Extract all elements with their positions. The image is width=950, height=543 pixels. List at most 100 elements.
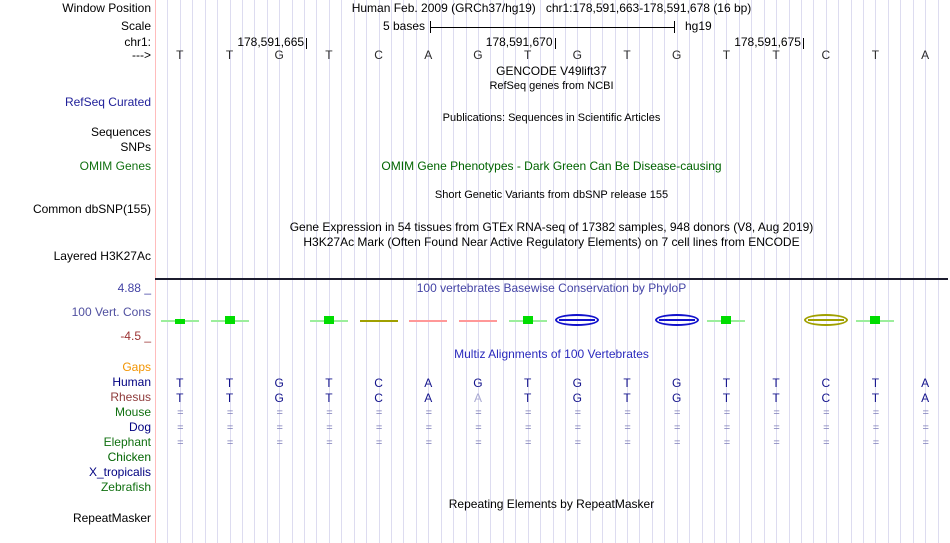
grid-line — [279, 0, 281, 543]
alignment-base-letter: T — [722, 391, 731, 405]
track-label-species-mouse[interactable]: Mouse — [114, 405, 151, 419]
alignment-identity-mark: = — [326, 437, 332, 449]
alignment-identity-mark: = — [475, 422, 481, 434]
alignment-identity-mark: = — [574, 437, 581, 449]
alignment-base-letter: T — [176, 376, 184, 390]
track-label-species-dog[interactable]: Dog — [128, 420, 151, 434]
track-label-species-chicken[interactable]: Chicken — [107, 450, 151, 464]
alignment-identity-mark: = — [177, 422, 183, 434]
grid-line — [763, 0, 765, 543]
grid-line — [564, 0, 566, 543]
scale-label: Scale — [120, 19, 151, 33]
alignment-identity-mark: = — [326, 407, 332, 419]
grid-line — [813, 0, 815, 543]
track-title-refseq[interactable]: RefSeq genes from NCBI — [489, 80, 614, 92]
phylop-square — [174, 319, 185, 324]
coordinate-number: 178,591,670 — [485, 35, 553, 49]
alignment-identity-mark: = — [922, 437, 928, 449]
coordinate-tick — [306, 38, 308, 49]
alignment-base-letter: A — [921, 376, 930, 390]
track-label-snps[interactable]: SNPs — [120, 140, 151, 154]
scale-ruler-left-tick — [430, 21, 431, 33]
track-label-repeatmasker[interactable]: RepeatMasker — [72, 511, 151, 525]
alignment-base-letter: C — [374, 376, 383, 390]
grid-line — [589, 0, 591, 543]
alignment-base-letter: T — [176, 391, 184, 405]
alignment-identity-mark: = — [773, 407, 779, 419]
window-position-value: Human Feb. 2009 (GRCh37/hg19) chr1:178,5… — [155, 2, 948, 15]
phylop-bar — [359, 320, 398, 322]
alignment-base-letter: C — [374, 391, 383, 405]
alignment-identity-mark: = — [226, 407, 233, 419]
track-label-species-zebrafish[interactable]: Zebrafish — [100, 480, 151, 494]
track-title-multiz[interactable]: Multiz Alignments of 100 Vertebrates — [454, 347, 649, 361]
alignment-identity-mark: = — [823, 422, 829, 434]
grid-line — [639, 0, 641, 543]
scale-assembly: hg19 — [685, 19, 712, 33]
track-label-common-dbsnp[interactable]: Common dbSNP(155) — [32, 202, 151, 216]
grid-line — [850, 0, 852, 543]
base-letter: T — [176, 48, 184, 62]
track-title-h3k27ac[interactable]: H3K27Ac Mark (Often Found Near Active Re… — [303, 235, 800, 249]
track-label-species-gaps[interactable]: Gaps — [122, 360, 151, 374]
grid-line — [415, 0, 417, 543]
conservation-max-value: 4.88 _ — [117, 281, 151, 295]
base-letter: T — [722, 48, 731, 62]
grid-line — [887, 0, 889, 543]
track-title-gencode[interactable]: GENCODE V49lift37 — [496, 64, 607, 78]
alignment-identity-mark: = — [872, 422, 879, 434]
scale-ruler — [430, 27, 675, 28]
grid-line — [403, 0, 405, 543]
coordinate-number: 178,591,675 — [734, 35, 801, 49]
grid-line — [838, 0, 840, 543]
grid-line — [204, 0, 206, 543]
grid-line — [552, 0, 554, 543]
track-label-species-rhesus[interactable]: Rhesus — [110, 390, 151, 404]
track-title-publications[interactable]: Publications: Sequences in Scientific Ar… — [442, 112, 661, 124]
alignment-identity-mark: = — [276, 407, 283, 419]
base-letter: G — [274, 48, 284, 62]
grid-line — [490, 0, 492, 543]
base-letter: T — [623, 48, 631, 62]
coordinate-number: 178,591,665 — [237, 35, 305, 49]
grid-line — [825, 0, 827, 543]
track-label-species-human[interactable]: Human — [112, 375, 151, 389]
phylop-square — [224, 316, 235, 324]
track-label-species-elephant[interactable]: Elephant — [103, 435, 151, 449]
grid-line — [651, 0, 653, 543]
phylop-ellipse-chord — [559, 319, 596, 321]
grid-line — [453, 0, 455, 543]
alignment-base-letter: T — [623, 391, 631, 405]
track-title-repeatmasker[interactable]: Repeating Elements by RepeatMasker — [448, 497, 655, 511]
track-label-sequences[interactable]: Sequences — [90, 125, 151, 139]
scale-value: 5 bases — [382, 19, 425, 33]
grid-line — [900, 0, 902, 543]
alignment-identity-mark: = — [674, 437, 680, 449]
grid-line — [440, 0, 442, 543]
track-title-gtex[interactable]: Gene Expression in 54 tissues from GTEx … — [289, 220, 814, 234]
alignment-base-letter: A — [473, 391, 482, 405]
alignment-identity-mark: = — [177, 437, 183, 449]
track-label-species-x_tropicalis[interactable]: X_tropicalis — [88, 465, 151, 479]
alignment-identity-mark: = — [674, 407, 680, 419]
alignment-base-letter: T — [523, 391, 532, 405]
grid-line — [527, 0, 529, 543]
track-label-omim-genes[interactable]: OMIM Genes — [79, 159, 151, 173]
grid-line — [465, 0, 467, 543]
alignment-identity-mark: = — [425, 437, 432, 449]
alignment-identity-mark: = — [326, 422, 332, 434]
track-label-layered-h3k27ac[interactable]: Layered H3K27Ac — [53, 249, 151, 263]
phylop-bar — [458, 320, 497, 322]
track-title-omim[interactable]: OMIM Gene Phenotypes - Dark Green Can Be… — [381, 159, 722, 173]
track-label-100-vert-cons[interactable]: 100 Vert. Cons — [71, 305, 151, 319]
track-label-refseq-curated[interactable]: RefSeq Curated — [64, 95, 151, 109]
alignment-identity-mark: = — [872, 437, 879, 449]
base-letter: G — [473, 48, 483, 62]
grid-line — [713, 0, 715, 543]
track-title-conservation[interactable]: 100 vertebrates Basewise Conservation by… — [416, 281, 687, 295]
alignment-base-letter: T — [325, 391, 333, 405]
alignment-identity-mark: = — [922, 407, 928, 419]
base-letter: C — [374, 48, 383, 62]
track-title-dbsnp[interactable]: Short Genetic Variants from dbSNP releas… — [434, 189, 669, 201]
